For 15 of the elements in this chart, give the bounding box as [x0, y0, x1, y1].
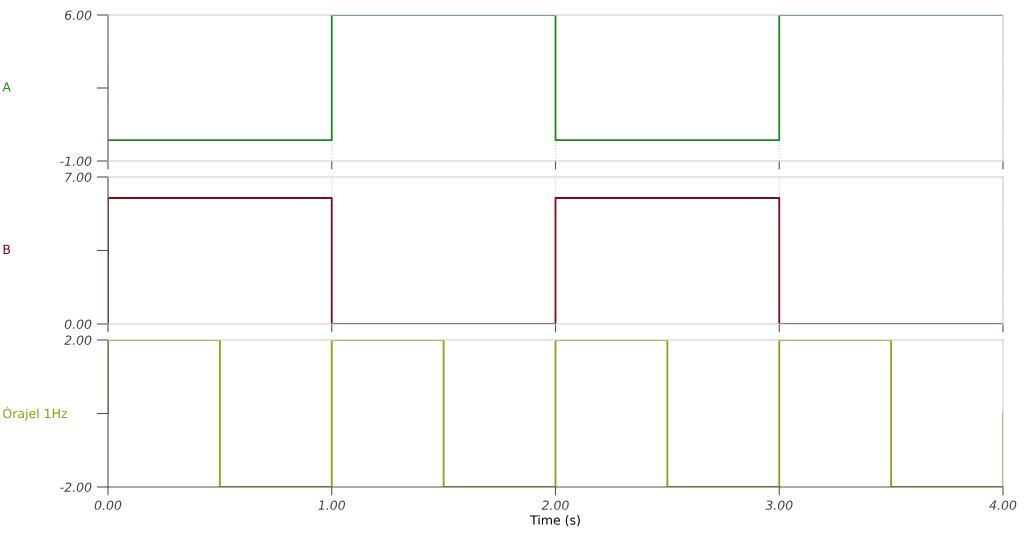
- x-tick-label: 1.00: [318, 500, 346, 510]
- x-axis-title: Time (s): [530, 515, 580, 527]
- y-tick-label: 0.00: [64, 319, 92, 329]
- y-tick-label: 6.00: [64, 10, 92, 20]
- x-tick-label: 4.00: [989, 500, 1017, 510]
- x-tick-label: 0.00: [94, 500, 122, 510]
- y-axis-title: B: [3, 244, 11, 254]
- x-tick-label: 2.00: [541, 500, 569, 510]
- y-tick-label: -1.00: [60, 156, 92, 166]
- x-tick-label: 3.00: [765, 500, 793, 510]
- y-tick-label: -2.00: [60, 482, 92, 492]
- y-tick-label: 7.00: [65, 172, 92, 182]
- y-axis-title: A: [2, 82, 11, 92]
- y-axis-title: Órajel 1Hz: [3, 406, 68, 421]
- y-tick-label: 2.00: [64, 335, 92, 345]
